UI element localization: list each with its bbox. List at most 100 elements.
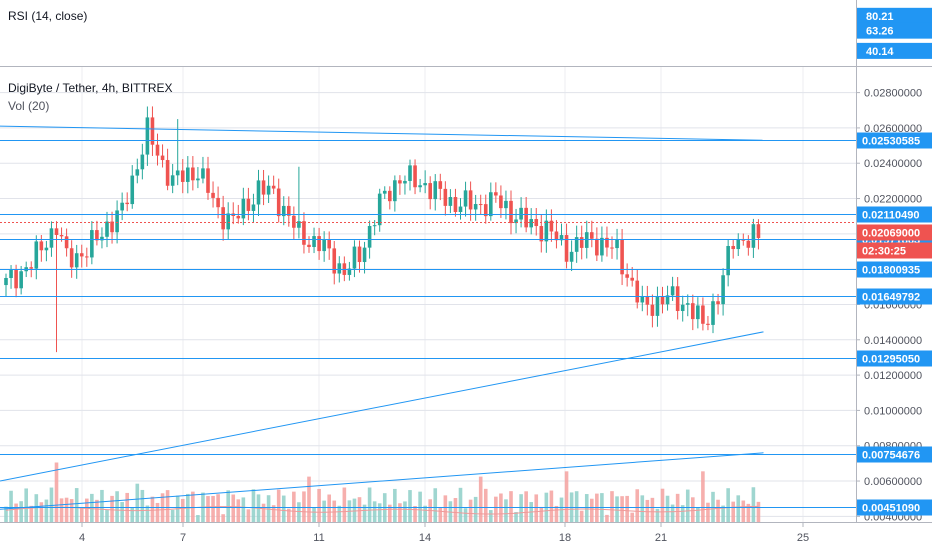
- volume-bar: [584, 494, 589, 522]
- price-scale[interactable]: 0.02800000 0.02600000 0.02400000 0.02200000…: [856, 0, 932, 523]
- volume-bar: [246, 509, 251, 522]
- volume-bar: [650, 497, 655, 522]
- candle-body: [680, 304, 685, 312]
- candle-body: [489, 192, 493, 217]
- candle-body: [95, 230, 99, 241]
- volume-bar: [281, 495, 286, 522]
- candle-body: [620, 239, 624, 275]
- volume-bar: [524, 491, 528, 522]
- level-price-tag-text: 0.00754676: [862, 450, 920, 462]
- volume-bar: [110, 495, 114, 522]
- candle-body: [307, 244, 311, 248]
- candle-body: [100, 236, 104, 241]
- volume-bar: [539, 506, 544, 522]
- volume-bar: [534, 494, 539, 522]
- volume-bar: [120, 502, 124, 522]
- candle-body: [408, 165, 412, 181]
- volume-bar: [554, 505, 559, 522]
- candle-body: [34, 241, 39, 269]
- time-tick-label: 25: [797, 532, 809, 544]
- volume-bar: [393, 488, 397, 522]
- volume-bar: [130, 507, 135, 522]
- time-tick-label: 7: [180, 532, 186, 544]
- candle-body: [731, 245, 735, 250]
- candle-body: [433, 181, 438, 200]
- volume-bar: [135, 483, 140, 522]
- level-price-tag-bg: [857, 206, 932, 223]
- candle-body: [150, 117, 155, 145]
- candle-body: [59, 234, 64, 237]
- volume-bar: [327, 494, 331, 522]
- volume-bar: [337, 505, 342, 522]
- volume-bar: [287, 508, 291, 522]
- candle-body: [271, 185, 276, 189]
- candle-body: [438, 181, 443, 189]
- volume-bar: [357, 497, 362, 522]
- candle-body: [579, 237, 584, 248]
- chart-overlay: [0, 0, 932, 523]
- volume-bar: [49, 487, 54, 522]
- candle-body: [423, 183, 427, 186]
- level-price-tag-text: 0.01800935: [862, 265, 920, 277]
- candle-body: [79, 253, 84, 257]
- candle-body: [504, 200, 508, 209]
- level-price-tag-bg: [857, 446, 932, 463]
- volume-bar: [403, 501, 407, 522]
- candle-body: [458, 206, 463, 213]
- candle-body: [569, 251, 574, 262]
- candle-body: [554, 231, 559, 241]
- rsi-level-tag-text: 63.26: [866, 26, 894, 38]
- volume-bar: [494, 496, 498, 522]
- candle-body: [135, 169, 140, 176]
- candle-body: [347, 268, 352, 275]
- candle-body: [524, 207, 528, 228]
- candle-body: [388, 190, 392, 202]
- candle-body: [413, 165, 417, 188]
- volume-bar: [211, 495, 215, 522]
- candle-body: [665, 295, 670, 305]
- level-price-tag: 0.02530585: [857, 132, 932, 149]
- candle-body: [746, 240, 751, 248]
- time-tick-label: 14: [419, 532, 431, 544]
- rsi-level-tag: 63.26: [857, 22, 932, 39]
- rsi-legend[interactable]: RSI (14, close): [8, 9, 88, 23]
- candle-body: [317, 236, 321, 252]
- candle-body: [312, 236, 316, 248]
- volume-bar: [731, 501, 735, 522]
- volume-bar: [261, 503, 266, 522]
- candle-body: [574, 237, 579, 252]
- price-tick-label: 0.02800000: [864, 88, 922, 100]
- candle-body: [241, 198, 246, 219]
- chart-title[interactable]: DigiByte / Tether, 4h, BITTREX: [8, 81, 173, 95]
- volume-bar: [468, 499, 473, 522]
- volume-bar: [736, 495, 741, 522]
- candle-body: [635, 280, 640, 303]
- volume-bar: [4, 506, 8, 522]
- candle-body: [125, 202, 129, 205]
- volume-bar: [367, 487, 372, 522]
- current-price-tag-text: 0.02069000: [862, 228, 920, 240]
- volume-bar: [150, 496, 155, 522]
- time-scale[interactable]: 4 7 11 14 18 21 25: [79, 522, 809, 544]
- level-price-tag-text: 0.02110490: [862, 210, 920, 222]
- level-price-tag-text: 0.00451090: [862, 503, 920, 515]
- volume-bar: [271, 505, 276, 522]
- candle-body: [377, 193, 382, 226]
- volume-bar: [206, 496, 210, 522]
- volume-bar: [85, 498, 89, 522]
- rsi-level-tag: 80.21: [857, 7, 932, 24]
- candle-body: [281, 205, 286, 217]
- volume-bar: [691, 497, 695, 522]
- level-price-tag-text: 0.02530585: [862, 136, 920, 148]
- candle-body: [559, 235, 564, 241]
- volume-bar: [509, 491, 513, 522]
- candle-body: [357, 246, 362, 263]
- candle-body: [463, 190, 468, 207]
- candle-body: [64, 236, 69, 249]
- volume-bar: [241, 497, 246, 522]
- volume-legend[interactable]: Vol (20): [8, 99, 50, 113]
- candle-body: [85, 256, 89, 258]
